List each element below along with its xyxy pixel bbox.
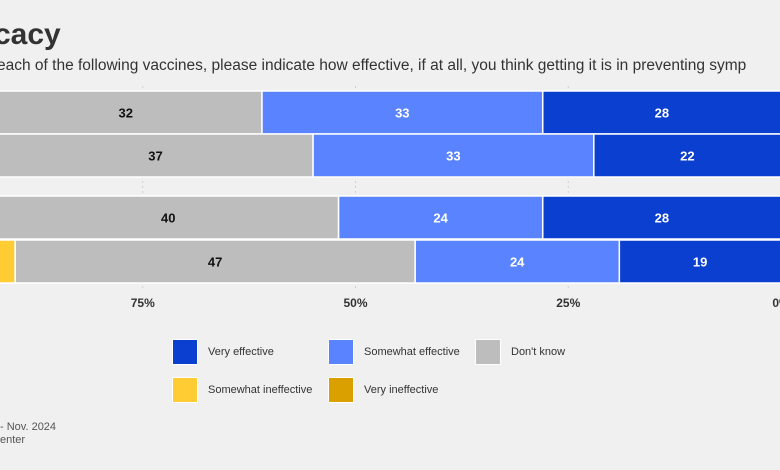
bar-value-label: 32 (118, 106, 132, 121)
bar-somewhat-effective (312, 133, 595, 178)
axis-tick-label: 75% (131, 296, 155, 310)
bar-value-label: 28 (655, 211, 669, 226)
bar-somewhat-effective (337, 195, 544, 240)
bar-don-t-know (0, 90, 263, 135)
bar-value-label: 24 (433, 211, 448, 226)
legend-label-somewhat-ineffective: Somewhat ineffective (208, 384, 313, 396)
bar-very-effective (593, 133, 780, 178)
bar-don-t-know (0, 195, 340, 240)
chart-subtitle: each of the following vaccines, please i… (0, 57, 747, 74)
legend-swatch-somewhat-ineffective (172, 377, 198, 403)
legend-item-very-ineffective: Very ineffective (328, 377, 438, 403)
bar-value-label: 28 (655, 106, 669, 121)
legend-swatch-somewhat-effective (328, 339, 354, 365)
bar-value-label: 33 (395, 106, 409, 121)
bar-value-label: 37 (148, 149, 162, 164)
legend-label-very-effective: Very effective (208, 346, 274, 358)
axis-tick-label: 50% (343, 296, 367, 310)
axis-tick-label: 0% (772, 296, 780, 310)
legend-item-dont-know: Don't know (475, 339, 565, 365)
footnote-date: - Nov. 2024 (0, 421, 57, 433)
bar-somewhat-ineffective (0, 239, 16, 284)
legend-swatch-dont-know (475, 339, 501, 365)
bar-value-label: 19 (693, 255, 707, 270)
legend-label-very-ineffective: Very ineffective (364, 384, 439, 396)
legend-label-somewhat-effective: Somewhat effective (364, 346, 460, 358)
legend-swatch-very-ineffective (328, 377, 354, 403)
bar-value-label: 40 (161, 211, 175, 226)
bar-value-label: 33 (446, 149, 460, 164)
bar-very-effective (541, 195, 780, 240)
bar-value-label: 22 (680, 149, 694, 164)
bar-very-effective (541, 90, 780, 135)
footnote-source: enter (0, 434, 26, 446)
axis-tick-label: 25% (556, 296, 580, 310)
bar-value-label: 47 (208, 255, 222, 270)
legend-label-dont-know: Don't know (511, 346, 566, 358)
bar-very-effective (618, 239, 780, 284)
bar-value-label: 24 (510, 255, 525, 270)
legend-item-very-effective: Very effective (172, 339, 274, 365)
chart-title: cacy (0, 18, 61, 51)
legend-item-somewhat-ineffective: Somewhat ineffective (172, 377, 312, 403)
bar-don-t-know (14, 239, 416, 284)
legend-item-somewhat-effective: Somewhat effective (328, 339, 460, 365)
legend-swatch-very-effective (172, 339, 198, 365)
bar-don-t-know (0, 133, 314, 178)
